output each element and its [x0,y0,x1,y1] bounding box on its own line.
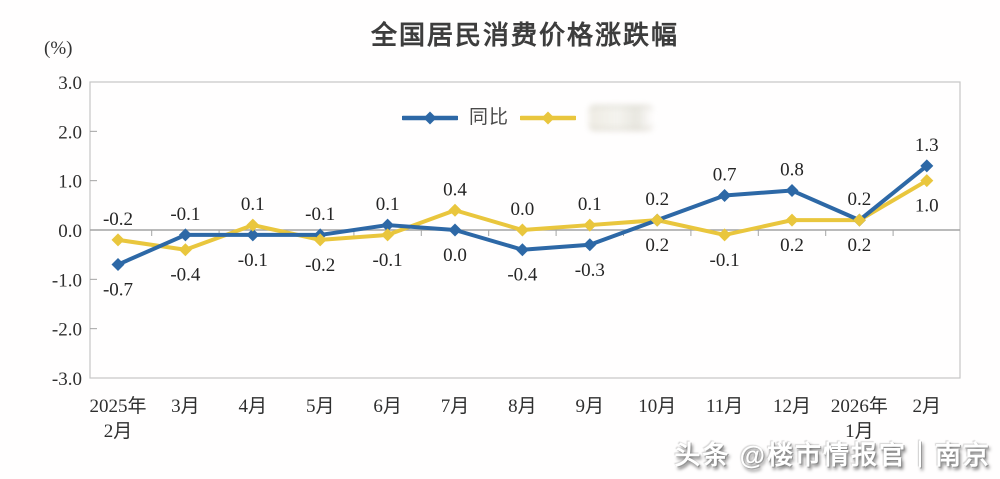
y-tick-label: 3.0 [58,73,82,94]
x-tick-label: 5月 [306,396,335,417]
mom-point-marker [246,218,260,232]
mom-data-label: 0.0 [511,199,535,220]
chart-legend: 同比 [400,105,654,131]
mom-point-marker [178,243,192,257]
x-tick-label: 2月 [913,396,942,417]
x-tick-label: 3月 [171,396,200,417]
x-tick-label: 9月 [576,396,605,417]
yoy-point-marker [178,228,192,242]
yoy-point-marker [785,184,799,198]
mom-point-marker [718,228,732,242]
mom-data-label: -0.2 [305,255,335,276]
yoy-data-label: 0.2 [848,189,872,210]
yoy-point-marker [515,243,529,257]
mom-point-marker [448,203,462,217]
mom-point-marker [313,233,327,247]
mom-data-label: -0.1 [373,250,403,271]
yoy-point-marker [246,228,260,242]
yoy-point-marker [381,218,395,232]
y-tick-label: 1.0 [58,172,82,193]
yoy-data-label: 0.7 [713,164,737,185]
mom-data-label: 0.2 [848,235,872,256]
y-tick-label: 0.0 [58,221,82,242]
yoy-point-marker [920,159,934,173]
x-tick-label: 7月 [441,396,470,417]
x-tick-label: 10月 [638,396,676,417]
yoy-data-label: -0.1 [305,204,335,225]
yoy-point-marker [111,258,125,272]
cpi-line-chart: 3.0 2.0 1.0 0.0 -1.0 -2.0 -3.0 2025年 2月 3月 4月 5月 6月 7… [52,73,961,442]
mom-point-marker [583,218,597,232]
y-axis-unit-label: (%) [44,38,73,59]
x-tick-label: 12月 [773,396,811,417]
yoy-data-label: 0.1 [376,194,400,215]
yoy-data-label: -0.4 [507,265,538,286]
legend-mom-marker-icon [518,110,578,126]
mom-data-label: -0.1 [710,250,740,271]
yoy-point-marker [448,223,462,237]
mom-point-marker [852,213,866,227]
yoy-point-marker [583,238,597,252]
x-tick-label: 2025年 2月 [89,395,146,442]
y-tick-label: -3.0 [52,369,82,390]
yoy-point-marker [718,188,732,202]
mom-data-label: -0.4 [170,265,201,286]
mom-point-marker [515,223,529,237]
legend-mom-label-redacted [589,105,654,131]
mom-point-marker [381,228,395,242]
x-tick-label: 4月 [239,396,268,417]
x-tick-label: 2026年 1月 [831,395,888,442]
x-tick-label: 8月 [508,396,537,417]
y-tick-label: -1.0 [52,270,82,291]
y-tick-label: 2.0 [58,122,82,143]
yoy-data-label: 1.3 [915,135,939,156]
mom-point-marker [785,213,799,227]
legend-yoy-marker-icon [400,110,460,126]
yoy-data-label: -0.3 [575,260,605,281]
yoy-data-label: -0.1 [170,204,200,225]
mom-point-marker [920,174,934,188]
mom-data-label: 0.2 [645,189,669,210]
y-tick-label: -2.0 [52,320,82,341]
yoy-data-label: 0.2 [645,235,669,256]
legend-marker-glyph [518,111,578,125]
mom-data-label: 1.0 [915,196,939,217]
mom-data-label: 0.4 [443,179,467,200]
chart-title: 全国居民消费价格涨跌幅 [370,20,679,50]
x-tick-label: 11月 [706,396,743,417]
mom-point-marker [111,233,125,247]
mom-point-marker [650,213,664,227]
mom-data-label: 0.1 [241,194,265,215]
yoy-data-label: -0.7 [103,280,133,301]
yoy-data-label: -0.1 [238,250,268,271]
yoy-data-label: 0.8 [780,160,804,181]
mom-data-label: 0.1 [578,194,602,215]
mom-data-label: -0.2 [103,209,133,230]
x-tick-label: 6月 [373,396,402,417]
watermark: 头条 @楼市情报官｜南京 [674,440,991,470]
yoy-data-label: 0.0 [443,245,467,266]
legend-yoy-label: 同比 [469,107,510,128]
legend-marker-glyph [400,111,460,125]
mom-data-label: 0.2 [780,235,804,256]
